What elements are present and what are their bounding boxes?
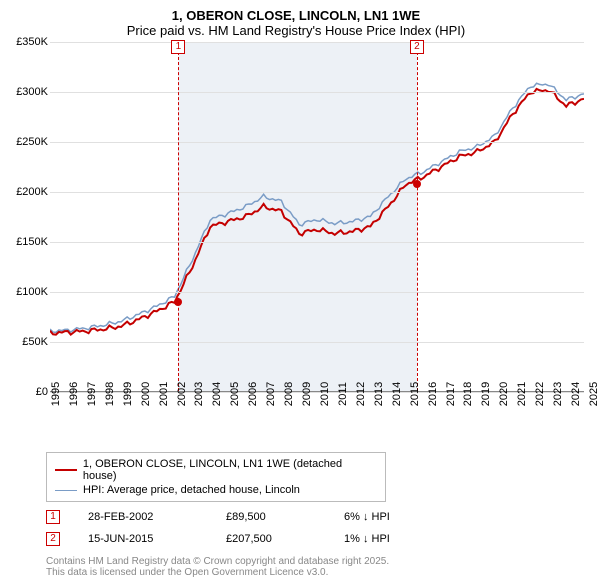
x-tick-label: 2005 <box>229 382 241 406</box>
annotation-marker: 2 <box>46 532 60 546</box>
x-tick-label: 2009 <box>301 382 313 406</box>
annotations: 1 28-FEB-2002 £89,500 6% ↓ HPI 2 15-JUN-2015 £… <box>4 510 588 546</box>
x-tick-label: 2025 <box>588 382 600 406</box>
line-svg <box>50 42 584 391</box>
y-tick-label: £200K <box>16 186 48 198</box>
chart-area: £0£50K£100K£150K£200K£250K£300K£350K 12 … <box>8 42 588 410</box>
annotation-date: 15-JUN-2015 <box>88 533 198 545</box>
x-tick-label: 2020 <box>498 382 510 406</box>
x-tick-label: 1997 <box>86 382 98 406</box>
annotation-delta: 6% ↓ HPI <box>344 511 390 523</box>
y-tick-label: £100K <box>16 286 48 298</box>
y-tick-label: £350K <box>16 36 48 48</box>
x-tick-label: 2006 <box>247 382 259 406</box>
marker-dot <box>174 298 182 306</box>
x-tick-label: 2001 <box>158 382 170 406</box>
x-tick-label: 2007 <box>265 382 277 406</box>
chart-container: 1, OBERON CLOSE, LINCOLN, LN1 1WE Price … <box>0 0 600 560</box>
x-tick-label: 2023 <box>552 382 564 406</box>
x-tick-label: 2011 <box>337 382 349 406</box>
annotation-price: £89,500 <box>226 511 316 523</box>
annotation-date: 28-FEB-2002 <box>88 511 198 523</box>
x-tick-label: 2012 <box>355 382 367 406</box>
legend-row-hpi: HPI: Average price, detached house, Linc… <box>55 483 377 497</box>
x-tick-label: 1996 <box>68 382 80 406</box>
legend-swatch-property <box>55 469 77 471</box>
x-tick-label: 2002 <box>176 382 188 406</box>
annotation-delta: 1% ↓ HPI <box>344 533 390 545</box>
title-main: 1, OBERON CLOSE, LINCOLN, LN1 1WE <box>4 8 588 23</box>
title-block: 1, OBERON CLOSE, LINCOLN, LN1 1WE Price … <box>4 8 588 38</box>
legend-label-hpi: HPI: Average price, detached house, Linc… <box>83 484 300 496</box>
x-tick-label: 2013 <box>373 382 385 406</box>
y-tick-label: £300K <box>16 86 48 98</box>
x-tick-label: 2022 <box>534 382 546 406</box>
marker-line <box>178 42 179 391</box>
legend-row-property: 1, OBERON CLOSE, LINCOLN, LN1 1WE (detac… <box>55 457 377 483</box>
y-tick-label: £50K <box>22 336 48 348</box>
marker-box: 1 <box>171 40 185 54</box>
marker-line <box>417 42 418 391</box>
legend: 1, OBERON CLOSE, LINCOLN, LN1 1WE (detac… <box>46 452 386 502</box>
marker-box: 2 <box>410 40 424 54</box>
x-tick-label: 2010 <box>319 382 331 406</box>
x-tick-label: 2018 <box>462 382 474 406</box>
x-tick-label: 2019 <box>480 382 492 406</box>
y-tick-label: £250K <box>16 136 48 148</box>
footer-line-2: This data is licensed under the Open Gov… <box>46 567 588 578</box>
x-tick-label: 2008 <box>283 382 295 406</box>
plot: 12 <box>50 42 584 392</box>
footer-line-1: Contains HM Land Registry data © Crown c… <box>46 556 588 567</box>
x-tick-label: 2016 <box>427 382 439 406</box>
annotation-marker: 1 <box>46 510 60 524</box>
title-sub: Price paid vs. HM Land Registry's House … <box>4 23 588 38</box>
x-tick-label: 2017 <box>445 382 457 406</box>
x-tick-label: 2004 <box>211 382 223 406</box>
x-tick-label: 2000 <box>140 382 152 406</box>
x-tick-label: 2015 <box>409 382 421 406</box>
y-axis: £0£50K£100K£150K£200K£250K£300K£350K <box>8 42 48 392</box>
legend-label-property: 1, OBERON CLOSE, LINCOLN, LN1 1WE (detac… <box>83 458 377 482</box>
annotation-row: 2 15-JUN-2015 £207,500 1% ↓ HPI <box>46 532 588 546</box>
x-tick-label: 2014 <box>391 382 403 406</box>
footer: Contains HM Land Registry data © Crown c… <box>46 556 588 578</box>
x-tick-label: 2021 <box>516 382 528 406</box>
annotation-row: 1 28-FEB-2002 £89,500 6% ↓ HPI <box>46 510 588 524</box>
x-axis: 1995199619971998199920002001200220032004… <box>50 392 584 422</box>
legend-swatch-hpi <box>55 490 77 491</box>
y-tick-label: £150K <box>16 236 48 248</box>
x-tick-label: 1999 <box>122 382 134 406</box>
x-tick-label: 1995 <box>50 382 62 406</box>
y-tick-label: £0 <box>36 386 48 398</box>
x-tick-label: 2024 <box>570 382 582 406</box>
x-tick-label: 2003 <box>193 382 205 406</box>
annotation-price: £207,500 <box>226 533 316 545</box>
marker-dot <box>413 180 421 188</box>
x-tick-label: 1998 <box>104 382 116 406</box>
